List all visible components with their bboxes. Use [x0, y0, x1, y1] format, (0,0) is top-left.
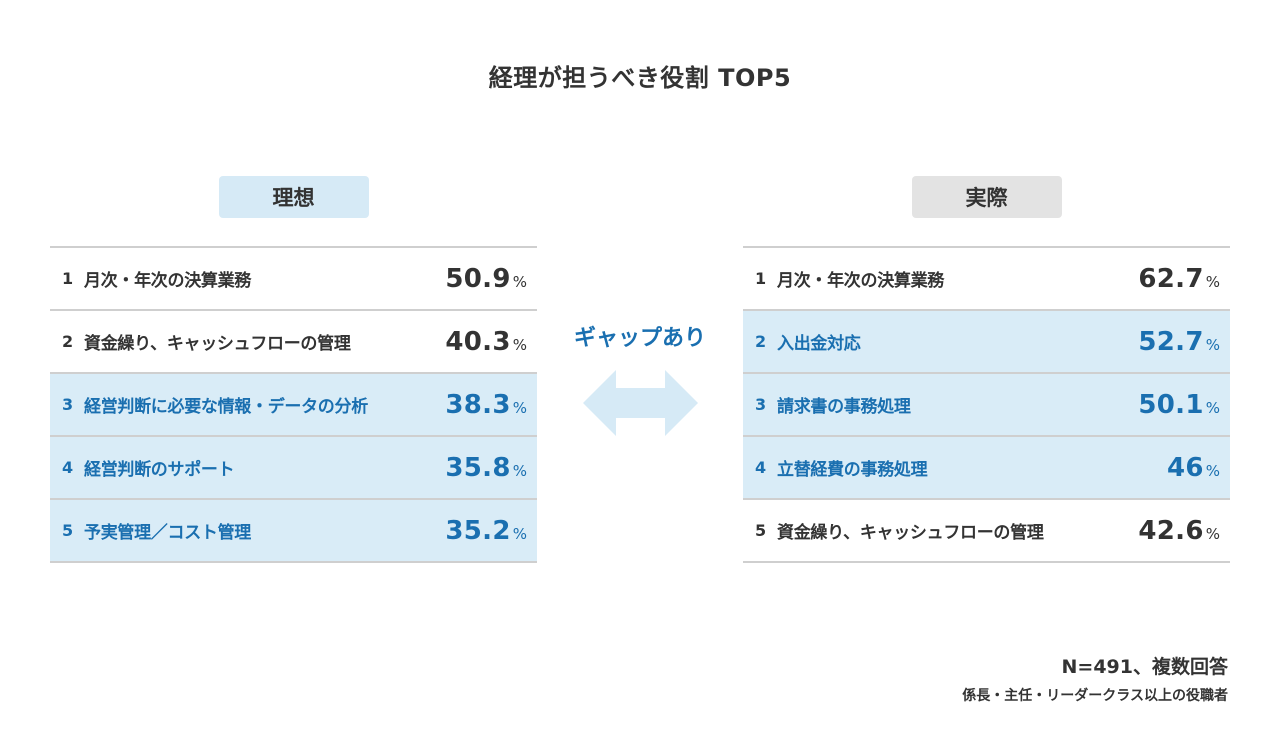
actual-row: 4 立替経費の事務処理 46%: [743, 437, 1230, 500]
value-number: 52.7: [1138, 326, 1204, 357]
actual-table: 1 月次・年次の決算業務 62.7% 2 入出金対応 52.7% 3 請求書の事務処理 50.1…: [743, 246, 1230, 563]
actual-row: 2 入出金対応 52.7%: [743, 311, 1230, 374]
rank-item-label: 月次・年次の決算業務: [84, 271, 251, 291]
rank-number: 4: [62, 458, 74, 477]
value-number: 46: [1166, 452, 1204, 483]
rank-number: 5: [755, 521, 767, 540]
rank-value: 52.7%: [1138, 327, 1220, 357]
rank-item-label: 月次・年次の決算業務: [777, 271, 944, 291]
rank-item-label: 資金繰り、キャッシュフローの管理: [84, 334, 351, 354]
rank-value: 42.6%: [1138, 516, 1220, 546]
ideal-row: 3 経営判断に必要な情報・データの分析 38.3%: [50, 374, 537, 437]
value-number: 62.7: [1138, 263, 1204, 294]
actual-row: 3 請求書の事務処理 50.1%: [743, 374, 1230, 437]
actual-label: 実際: [911, 176, 1062, 218]
value-unit: %: [1205, 335, 1220, 354]
value-number: 50.9: [445, 263, 511, 294]
rank-number: 4: [755, 458, 767, 477]
value-number: 40.3: [445, 326, 511, 357]
rank-value: 50.1%: [1138, 390, 1220, 420]
value-unit: %: [1205, 398, 1220, 417]
rank-number: 2: [62, 332, 74, 351]
value-unit: %: [1205, 461, 1220, 480]
ideal-panel: 理想 1 月次・年次の決算業務 50.9% 2 資金繰り、キャッシュフローの管理 40.3…: [50, 176, 537, 563]
value-unit: %: [512, 398, 527, 417]
rank-value: 38.3%: [445, 390, 527, 420]
gap-label: ギャップあり: [573, 326, 706, 351]
actual-panel: 実際 1 月次・年次の決算業務 62.7% 2 入出金対応 52.7% 3 請求書の事務処理 5…: [743, 176, 1230, 563]
rank-number: 5: [62, 521, 74, 540]
value-unit: %: [1205, 272, 1220, 291]
ideal-row: 2 資金繰り、キャッシュフローの管理 40.3%: [50, 311, 537, 374]
ideal-label: 理想: [218, 176, 369, 218]
rank-value: 62.7%: [1138, 264, 1220, 294]
value-number: 35.8: [445, 452, 511, 483]
rank-number: 3: [755, 395, 767, 414]
value-unit: %: [512, 272, 527, 291]
ideal-table: 1 月次・年次の決算業務 50.9% 2 資金繰り、キャッシュフローの管理 40.3% 3 経…: [50, 246, 537, 563]
value-unit: %: [512, 461, 527, 480]
ideal-row: 5 予実管理／コスト管理 35.2%: [50, 500, 537, 563]
rank-value: 46%: [1167, 453, 1220, 483]
ideal-row: 1 月次・年次の決算業務 50.9%: [50, 248, 537, 311]
value-unit: %: [1205, 524, 1220, 543]
value-unit: %: [512, 335, 527, 354]
rank-value: 35.8%: [445, 453, 527, 483]
rank-number: 2: [755, 332, 767, 351]
value-number: 50.1: [1138, 389, 1204, 420]
rank-number: 3: [62, 395, 74, 414]
actual-row: 1 月次・年次の決算業務 62.7%: [743, 248, 1230, 311]
value-number: 35.2: [445, 515, 511, 546]
rank-value: 35.2%: [445, 516, 527, 546]
rank-item-label: 入出金対応: [777, 334, 861, 354]
value-unit: %: [512, 524, 527, 543]
value-number: 42.6: [1138, 515, 1204, 546]
rank-item-label: 経営判断に必要な情報・データの分析: [84, 397, 368, 417]
rank-number: 1: [755, 269, 767, 288]
rank-item-label: 予実管理／コスト管理: [84, 523, 251, 543]
sample-note: N=491、複数回答: [1061, 656, 1228, 678]
rank-value: 50.9%: [445, 264, 527, 294]
ideal-row: 4 経営判断のサポート 35.8%: [50, 437, 537, 500]
chart-title: 経理が担うべき役割 TOP5: [488, 64, 792, 92]
value-number: 38.3: [445, 389, 511, 420]
respondent-note: 係長・主任・リーダークラス以上の役職者: [962, 688, 1228, 704]
rank-number: 1: [62, 269, 74, 288]
rank-item-label: 資金繰り、キャッシュフローの管理: [777, 523, 1044, 543]
rank-item-label: 経営判断のサポート: [84, 460, 235, 480]
rank-item-label: 立替経費の事務処理: [777, 460, 928, 480]
actual-row: 5 資金繰り、キャッシュフローの管理 42.6%: [743, 500, 1230, 563]
rank-item-label: 請求書の事務処理: [777, 397, 911, 417]
rank-value: 40.3%: [445, 327, 527, 357]
double-arrow-icon: [583, 370, 698, 436]
